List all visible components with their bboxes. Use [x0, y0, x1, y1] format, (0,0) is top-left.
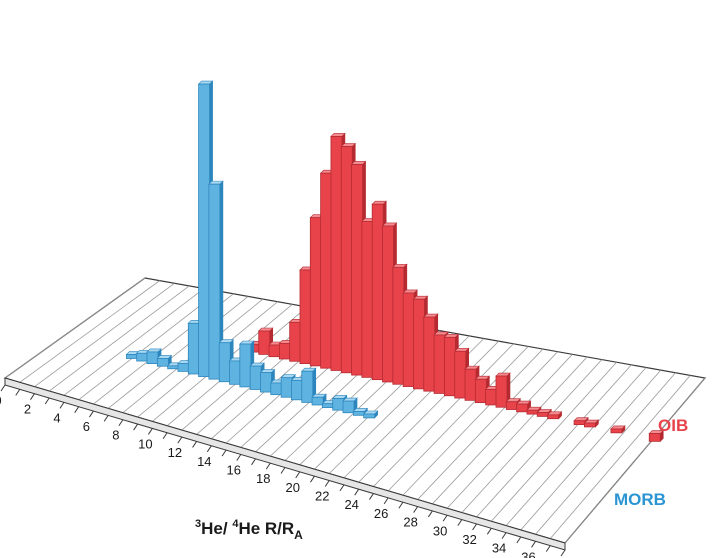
x-tick-mark: [486, 528, 492, 535]
grid-line: [34, 282, 175, 388]
grid-line: [78, 290, 219, 401]
x-tick-label: 2: [24, 402, 31, 417]
x-tick-mark: [265, 462, 271, 470]
x-tick-mark: [30, 393, 35, 400]
grid-line: [373, 343, 514, 487]
x-tick-label: 32: [462, 532, 476, 547]
x-tick-mark: [413, 506, 419, 513]
x-tick-mark: [427, 510, 433, 518]
grid-line: [505, 367, 647, 526]
x-tick-mark: [545, 545, 551, 552]
morb-bar: [301, 367, 317, 404]
grid-line: [358, 340, 499, 483]
x-tick-mark: [280, 467, 286, 474]
x-tick-mark: [324, 480, 330, 487]
x-tick-mark: [133, 423, 139, 431]
x-tick-label: 28: [403, 515, 417, 530]
x-tick-mark: [472, 523, 477, 531]
grid-line: [4, 277, 146, 379]
grid-line: [417, 351, 558, 500]
x-tick-label: 36: [521, 549, 535, 558]
oib-bar: [648, 429, 664, 443]
x-tick-label: 16: [227, 462, 241, 477]
x-tick-label: 18: [256, 471, 270, 486]
x-tick-mark: [147, 428, 153, 435]
x-tick-mark: [236, 454, 242, 461]
grid-line: [48, 285, 190, 392]
morb-bar: [362, 410, 379, 419]
x-tick-mark: [310, 475, 315, 483]
x-tick-mark: [59, 402, 65, 409]
x-tick-mark: [457, 519, 463, 526]
grid-line: [461, 359, 603, 513]
x-tick-mark: [354, 488, 360, 496]
grid-line: [520, 369, 662, 531]
x-tick-mark: [221, 449, 227, 457]
grid-line: [387, 346, 529, 492]
grid-line: [564, 377, 706, 544]
x-tick-label: 26: [374, 506, 388, 521]
grid-line: [402, 348, 544, 496]
morb-series-label: MORB: [614, 490, 666, 509]
x-tick-label: 12: [168, 445, 182, 460]
grid-line: [491, 364, 632, 522]
x-tick-mark: [531, 541, 536, 548]
x-tick-mark: [74, 406, 80, 413]
x-tick-label: 34: [492, 541, 506, 556]
x-tick-mark: [118, 419, 124, 427]
x-tick-mark: [89, 410, 94, 418]
grid-line: [549, 375, 691, 539]
grid-line: [432, 354, 573, 505]
x-tick-mark: [251, 458, 256, 466]
x-tick-label: 0: [0, 393, 2, 408]
x-tick-label: 22: [315, 489, 329, 504]
x-tick-label: 30: [433, 523, 447, 538]
x-tick-label: 8: [112, 428, 119, 443]
oib-bar: [546, 411, 563, 420]
oib-bar: [610, 425, 626, 434]
x-tick-label: 14: [197, 454, 211, 469]
grid-line: [63, 288, 205, 396]
x-tick-label: 20: [286, 480, 300, 495]
grid-line: [107, 296, 249, 409]
x-tick-mark: [339, 484, 345, 492]
x-axis: 02468101214161820222426283032343638: [0, 384, 566, 558]
x-tick-label: 10: [138, 436, 152, 451]
x-tick-mark: [177, 436, 183, 444]
x-tick-mark: [44, 397, 50, 405]
grid-line: [446, 356, 588, 509]
x-tick-mark: [15, 389, 21, 396]
x-tick-mark: [369, 493, 374, 500]
morb-bar-series: [125, 80, 379, 419]
x-tick-mark: [162, 432, 168, 440]
grid-line: [476, 361, 617, 518]
x-tick-mark: [516, 536, 522, 544]
x-tick-label: 4: [53, 410, 60, 425]
x-tick-mark: [383, 497, 389, 505]
x-tick-mark: [442, 514, 448, 522]
oib-bar: [583, 419, 600, 428]
x-tick-mark: [560, 549, 566, 557]
x-tick-mark: [192, 441, 197, 448]
x-axis-title: 3He/ 4He R/RA: [195, 518, 303, 542]
x-tick-mark: [295, 471, 301, 479]
x-tick-label: 6: [83, 419, 90, 434]
x-tick-mark: [398, 501, 404, 509]
grid-line: [535, 372, 676, 535]
x-tick-mark: [501, 532, 507, 539]
oib-bar-series: [247, 132, 664, 443]
x-tick-mark: [206, 445, 212, 453]
grid-line: [19, 280, 160, 383]
oib-bar: [573, 416, 589, 426]
x-tick-mark: [0, 384, 6, 392]
oib-series-label: OIB: [658, 416, 688, 435]
x-tick-mark: [103, 415, 109, 422]
x-tick-label: 24: [344, 497, 358, 512]
